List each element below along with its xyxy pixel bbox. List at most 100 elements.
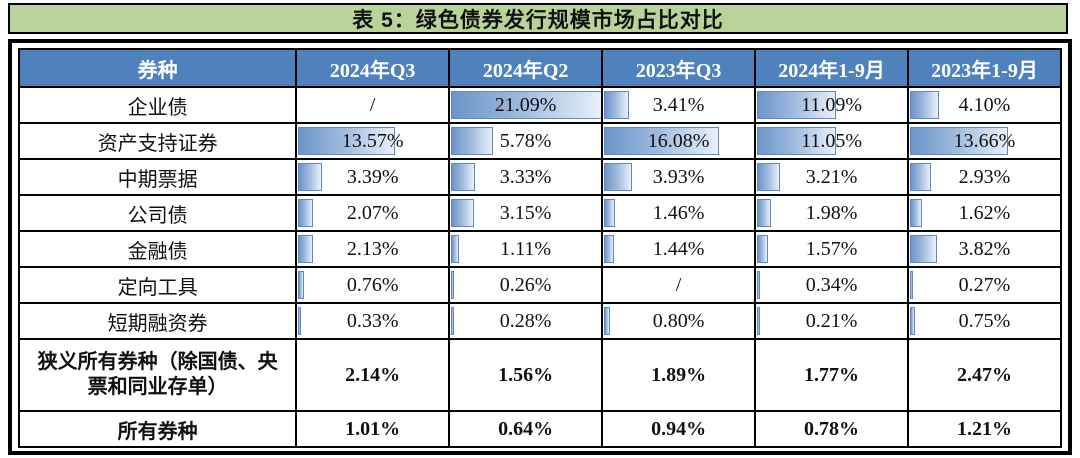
value-text: 3.21% bbox=[805, 165, 858, 188]
data-bar bbox=[298, 199, 313, 227]
value-cell: 13.66% bbox=[907, 122, 1062, 160]
value-text: 21.09% bbox=[494, 93, 557, 116]
data-bar bbox=[910, 91, 940, 119]
row-label: 中期票据 bbox=[117, 168, 198, 191]
data-bar bbox=[757, 91, 837, 119]
value-cell: 3.15% bbox=[448, 194, 604, 232]
row-label: 所有券种 bbox=[117, 420, 198, 443]
table-title: 表 5：绿色债券发行规模市场占比对比 bbox=[352, 8, 724, 32]
value-cell: 0.64% bbox=[448, 410, 604, 448]
table-header: 券种 2024年Q3 2024年Q2 2023年Q3 2024年1-9月 2023年1-9… bbox=[17, 48, 1062, 88]
row-label: 企业债 bbox=[127, 96, 188, 119]
value-cell: / bbox=[295, 86, 451, 124]
table-row: 企业债 / 21.09% 3.41% 11.09% 4.10% bbox=[17, 86, 1062, 124]
value-cell: 2.93% bbox=[907, 158, 1062, 196]
value-cell: 0.33% bbox=[295, 302, 451, 340]
value-text: 3.15% bbox=[499, 201, 552, 224]
data-bar bbox=[604, 235, 615, 263]
data-bar bbox=[757, 307, 761, 335]
row-label-cell: 定向工具 bbox=[17, 266, 298, 304]
data-bar bbox=[451, 307, 455, 335]
row-label-cell: 企业债 bbox=[17, 86, 298, 124]
data-bar bbox=[451, 235, 460, 263]
value-cell: 0.75% bbox=[907, 302, 1062, 340]
value-cell: 0.78% bbox=[754, 410, 909, 448]
data-bar bbox=[604, 307, 610, 335]
value-cell: 16.08% bbox=[601, 122, 757, 160]
column-header: 2024年Q3 bbox=[295, 48, 451, 88]
value-text: 0.34% bbox=[805, 273, 858, 296]
value-text: 2.13% bbox=[346, 237, 399, 260]
data-bar bbox=[298, 235, 314, 263]
value-text: 2.14% bbox=[345, 363, 401, 386]
value-text: / bbox=[675, 273, 682, 296]
value-cell: 2.07% bbox=[295, 194, 451, 232]
data-bar bbox=[451, 127, 493, 155]
value-cell: 0.28% bbox=[448, 302, 604, 340]
value-text: / bbox=[369, 93, 376, 116]
row-label: 金融债 bbox=[127, 240, 188, 263]
table-row: 短期融资券 0.33% 0.28% 0.80% 0.21% 0.75% bbox=[17, 302, 1062, 340]
row-label-cell: 资产支持证券 bbox=[17, 122, 298, 160]
value-text: 1.01% bbox=[345, 417, 401, 440]
data-bar bbox=[757, 271, 761, 299]
value-cell: 3.82% bbox=[907, 230, 1062, 268]
data-bar bbox=[910, 163, 931, 191]
data-bar bbox=[604, 199, 615, 227]
value-cell: 3.39% bbox=[295, 158, 451, 196]
data-bar bbox=[910, 199, 922, 227]
data-bar bbox=[298, 127, 396, 155]
value-text: 1.46% bbox=[652, 201, 705, 224]
value-text: 1.57% bbox=[805, 237, 858, 260]
data-bar bbox=[451, 163, 475, 191]
data-bar bbox=[910, 235, 938, 263]
value-cell: 21.09% bbox=[448, 86, 604, 124]
data-bar bbox=[451, 91, 601, 119]
green-bond-market-share-table: 券种 2024年Q3 2024年Q2 2023年Q3 2024年1-9月 2023年1-9… bbox=[17, 48, 1062, 448]
value-text: 0.64% bbox=[498, 417, 554, 440]
value-text: 4.10% bbox=[958, 93, 1011, 116]
value-text: 3.39% bbox=[346, 165, 399, 188]
data-bar bbox=[757, 163, 781, 191]
data-bar bbox=[604, 91, 629, 119]
row-label-cell: 金融债 bbox=[17, 230, 298, 268]
value-cell: 0.26% bbox=[448, 266, 604, 304]
value-cell: 0.21% bbox=[754, 302, 909, 340]
value-text: 0.21% bbox=[805, 309, 858, 332]
value-cell: 1.21% bbox=[907, 410, 1062, 448]
value-cell: 1.98% bbox=[754, 194, 909, 232]
row-label-cell: 短期融资券 bbox=[17, 302, 298, 340]
data-bar bbox=[451, 199, 474, 227]
table-row: 资产支持证券 13.57% 5.78% 16.08% 11.05% 13.66% bbox=[17, 122, 1062, 160]
row-label-cell: 中期票据 bbox=[17, 158, 298, 196]
value-cell: 1.56% bbox=[448, 338, 604, 412]
data-bar bbox=[910, 271, 913, 299]
value-cell: 3.33% bbox=[448, 158, 604, 196]
table-outer-border: 券种 2024年Q3 2024年Q2 2023年Q3 2024年1-9月 2023年1-9… bbox=[8, 39, 1072, 455]
value-text: 1.21% bbox=[957, 417, 1012, 440]
column-header: 2023年Q3 bbox=[601, 48, 757, 88]
row-label-cell: 公司债 bbox=[17, 194, 298, 232]
value-text: 0.80% bbox=[652, 309, 705, 332]
data-bar bbox=[757, 127, 837, 155]
value-text: 13.57% bbox=[341, 129, 404, 152]
value-text: 1.56% bbox=[498, 363, 554, 386]
data-bar bbox=[298, 271, 304, 299]
value-cell: 2.13% bbox=[295, 230, 451, 268]
value-cell: 1.57% bbox=[754, 230, 909, 268]
value-cell: 0.27% bbox=[907, 266, 1062, 304]
value-text: 0.94% bbox=[651, 417, 707, 440]
column-header: 2024年Q2 bbox=[448, 48, 604, 88]
table-title-bar: 表 5：绿色债券发行规模市场占比对比 bbox=[8, 3, 1068, 34]
value-cell: 0.34% bbox=[754, 266, 909, 304]
data-bar bbox=[298, 307, 302, 335]
value-cell: 0.80% bbox=[601, 302, 757, 340]
data-bar bbox=[757, 199, 772, 227]
value-text: 5.78% bbox=[499, 129, 552, 152]
value-text: 11.09% bbox=[801, 93, 862, 116]
table-row: 定向工具 0.76% 0.26% / 0.34% 0.27% bbox=[17, 266, 1062, 304]
row-label-cell: 所有券种 bbox=[17, 410, 298, 448]
value-text: 2.93% bbox=[958, 165, 1011, 188]
value-text: 1.11% bbox=[500, 237, 552, 260]
value-text: 2.47% bbox=[957, 363, 1012, 386]
